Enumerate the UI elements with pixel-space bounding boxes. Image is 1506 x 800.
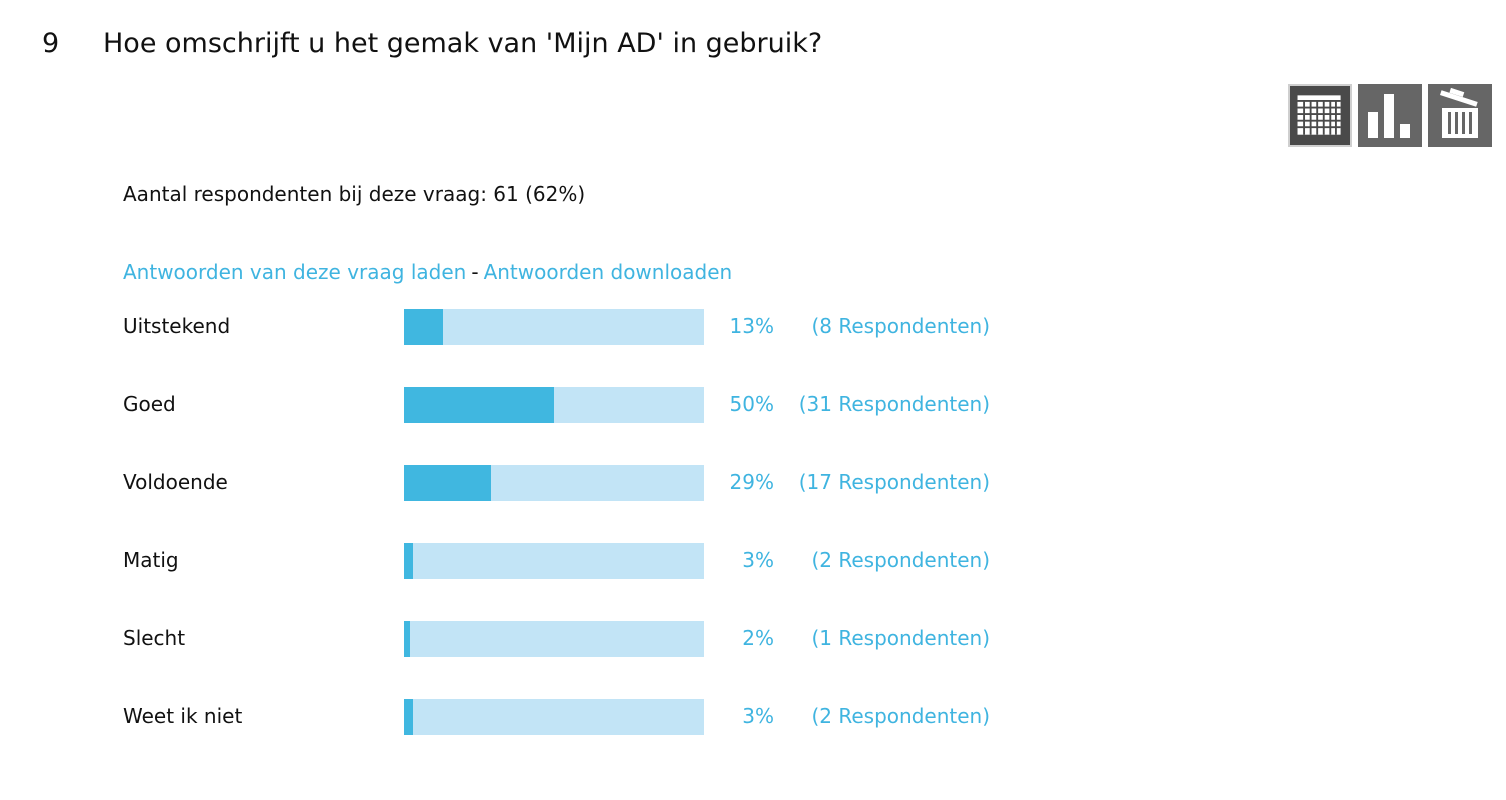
answer-respondent-count: (1 Respondenten)	[811, 626, 990, 650]
answer-bar-track	[404, 309, 704, 345]
answer-bar	[404, 543, 413, 579]
answer-percentage: 3%	[742, 548, 774, 572]
answer-percentage: 50%	[729, 392, 774, 416]
answer-links: Antwoorden van deze vraag laden - Antwoord…	[123, 258, 732, 286]
answer-percentage: 2%	[742, 626, 774, 650]
answer-row: Goed 50% (31 Respondenten)	[0, 386, 1100, 424]
answer-bar-track	[404, 465, 704, 501]
answer-respondent-count: (8 Respondenten)	[811, 314, 990, 338]
answer-bar	[404, 621, 410, 657]
answer-row: Matig 3% (2 Respondenten)	[0, 542, 1100, 580]
answer-bar-track	[404, 699, 704, 735]
answer-bar-track	[404, 543, 704, 579]
respondents-count: Aantal respondenten bij deze vraag: 61 (…	[123, 182, 586, 206]
load-answers-link[interactable]: Antwoorden van deze vraag laden	[123, 260, 467, 284]
table-view-button[interactable]	[1288, 84, 1352, 147]
bar-chart-icon	[1368, 94, 1410, 138]
answer-respondent-count: (2 Respondenten)	[811, 704, 990, 728]
question-number: 9	[42, 28, 60, 59]
view-toolbar	[1288, 84, 1492, 147]
download-answers-link[interactable]: Antwoorden downloaden	[483, 260, 733, 284]
question-title: Hoe omschrijft u het gemak van 'Mijn AD'…	[103, 28, 823, 59]
answer-respondent-count: (2 Respondenten)	[811, 548, 990, 572]
answer-percentage: 13%	[729, 314, 774, 338]
answer-bar	[404, 465, 491, 501]
link-separator: -	[471, 260, 479, 284]
trash-icon	[1440, 87, 1478, 138]
chart-view-button[interactable]	[1358, 84, 1422, 147]
answer-bar	[404, 699, 413, 735]
answer-bar	[404, 387, 554, 423]
answer-label: Matig	[123, 548, 179, 572]
answer-label: Voldoende	[123, 470, 228, 494]
table-grid-icon	[1297, 95, 1341, 135]
answer-row: Uitstekend 13% (8 Respondenten)	[0, 308, 1100, 346]
answer-percentage: 29%	[729, 470, 774, 494]
answer-respondent-count: (17 Respondenten)	[798, 470, 990, 494]
question-header: 9 Hoe omschrijft u het gemak van 'Mijn AD…	[42, 22, 822, 66]
answer-row: Voldoende 29% (17 Respondenten)	[0, 464, 1100, 502]
answer-row: Weet ik niet 3% (2 Respondenten)	[0, 698, 1100, 736]
answer-row: Slecht 2% (1 Respondenten)	[0, 620, 1100, 658]
answer-label: Slecht	[123, 626, 186, 650]
answer-bar-track	[404, 387, 704, 423]
answer-label: Weet ik niet	[123, 704, 243, 728]
delete-button[interactable]	[1428, 84, 1492, 147]
answer-percentage: 3%	[742, 704, 774, 728]
answer-label: Uitstekend	[123, 314, 231, 338]
answer-bar	[404, 309, 443, 345]
answer-respondent-count: (31 Respondenten)	[798, 392, 990, 416]
answer-bar-track	[404, 621, 704, 657]
answer-label: Goed	[123, 392, 176, 416]
